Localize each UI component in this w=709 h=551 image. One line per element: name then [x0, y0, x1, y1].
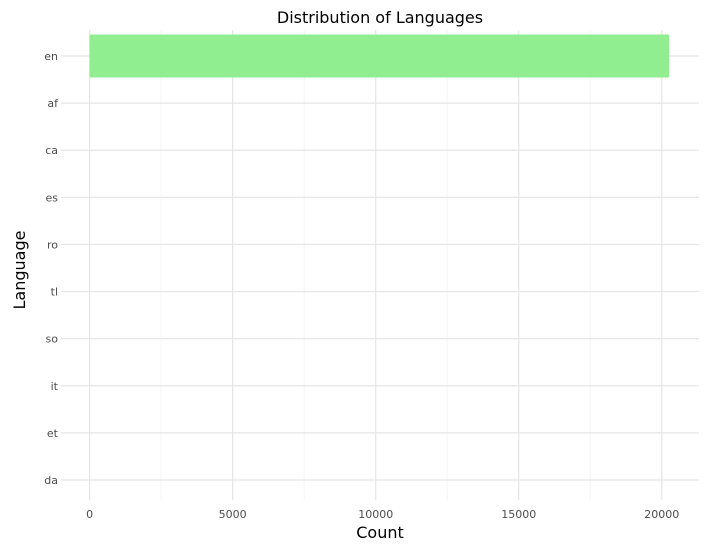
y-tick-label-tl: tl — [51, 286, 58, 299]
y-tick-label-es: es — [46, 191, 59, 204]
bars — [89, 34, 669, 502]
y-tick-label-af: af — [47, 97, 59, 110]
y-tick-labels: en af ca es ro tl so it et da — [44, 50, 59, 487]
y-axis-label: Language — [10, 231, 29, 310]
grid-lines — [61, 30, 699, 500]
y-tick-label-it: it — [51, 380, 59, 393]
y-tick-label-et: et — [47, 427, 59, 440]
x-tick-label-0: 0 — [86, 508, 93, 521]
x-tick-label-15000: 15000 — [501, 508, 536, 521]
x-tick-label-5000: 5000 — [219, 508, 247, 521]
bar-en — [89, 34, 669, 78]
x-tick-labels: 0 5000 10000 15000 20000 — [86, 508, 679, 521]
x-tick-label-10000: 10000 — [358, 508, 393, 521]
chart-title: Distribution of Languages — [277, 8, 483, 27]
y-tick-label-en: en — [44, 50, 58, 63]
x-tick-label-20000: 20000 — [644, 508, 679, 521]
y-tick-label-so: so — [46, 333, 59, 346]
y-tick-label-da: da — [44, 474, 58, 487]
y-tick-label-ro: ro — [47, 238, 58, 251]
y-tick-label-ca: ca — [45, 144, 58, 157]
x-axis-label: Count — [356, 523, 404, 542]
